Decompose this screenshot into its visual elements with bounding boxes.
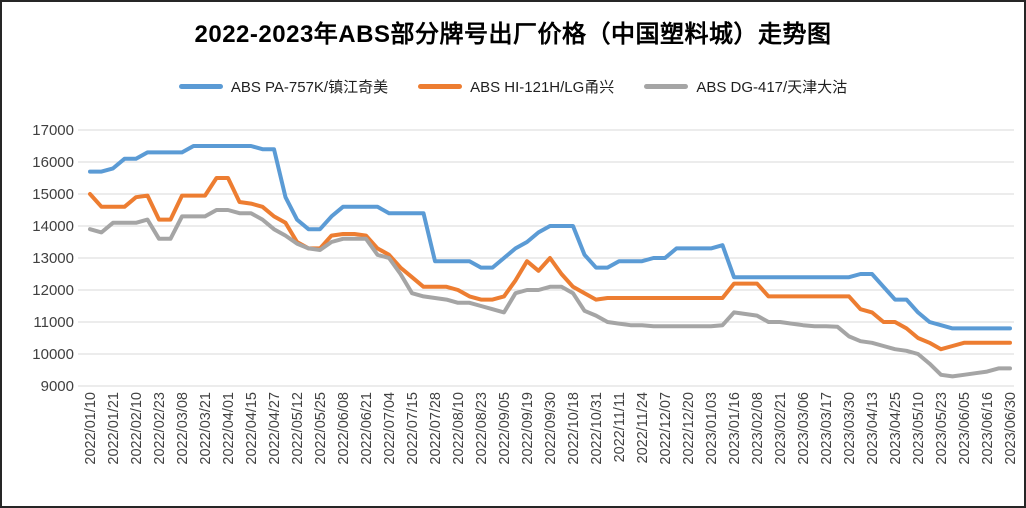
x-axis-tick-label: 2022/07/15 bbox=[405, 392, 421, 465]
legend-line-swatch-orange bbox=[418, 84, 463, 89]
x-axis-tick-label: 2023/03/06 bbox=[796, 392, 812, 465]
legend-label: ABS DG-417/天津大沽 bbox=[696, 79, 848, 96]
x-axis-tick-label: 2022/06/21 bbox=[359, 392, 375, 465]
x-axis-tick-label: 2023/05/10 bbox=[911, 392, 927, 465]
y-axis-tick-label: 10000 bbox=[32, 346, 74, 363]
y-axis-tick-label: 9000 bbox=[41, 378, 74, 395]
x-axis-tick-label: 2022/04/01 bbox=[221, 392, 237, 465]
x-axis-tick-label: 2022/02/10 bbox=[129, 392, 145, 465]
y-axis-tick-label: 12000 bbox=[32, 282, 74, 299]
x-axis-tick-label: 2023/06/05 bbox=[957, 392, 973, 465]
series-line-1 bbox=[88, 176, 1012, 352]
chart-title: 2022-2023年ABS部分牌号出厂价格（中国塑料城）走势图 bbox=[194, 21, 832, 48]
x-axis-tick-label: 2023/01/03 bbox=[704, 392, 720, 465]
x-axis-labels: 2022/01/10 2022/01/21 2022/02/10 2022/02/23… bbox=[83, 392, 1019, 465]
x-axis-tick-label: 2023/04/13 bbox=[865, 392, 881, 465]
x-axis-tick-label: 2023/06/30 bbox=[1003, 392, 1019, 465]
x-axis-tick-label: 2022/11/11 bbox=[612, 392, 628, 462]
x-axis-tick-label: 2022/10/31 bbox=[589, 392, 605, 465]
y-axis-tick-label: 16000 bbox=[32, 154, 74, 171]
legend-label: ABS HI-121H/LG甬兴 bbox=[470, 79, 615, 96]
x-axis-tick-label: 2023/05/23 bbox=[934, 392, 950, 465]
legend-item-dg417: ABS DG-417/天津大沽 bbox=[644, 76, 847, 97]
x-axis-tick-label: 2023/04/25 bbox=[888, 392, 904, 465]
x-axis-tick-label: 2022/09/05 bbox=[497, 392, 513, 465]
x-axis-tick-label: 2022/12/07 bbox=[658, 392, 674, 465]
series-lines bbox=[88, 144, 1012, 379]
x-axis-tick-label: 2022/07/28 bbox=[428, 392, 444, 465]
x-axis-tick-label: 2022/05/25 bbox=[313, 392, 329, 465]
x-axis-tick-label: 2022/08/23 bbox=[474, 392, 490, 465]
x-axis-tick-label: 2023/06/16 bbox=[980, 392, 996, 465]
x-axis-tick-label: 2022/12/20 bbox=[681, 392, 697, 465]
x-axis-tick-label: 2023/03/17 bbox=[819, 392, 835, 465]
gridlines bbox=[78, 129, 1014, 387]
legend-label: ABS PA-757K/镇江奇美 bbox=[230, 79, 389, 96]
y-axis-tick-label: 14000 bbox=[32, 218, 74, 235]
x-axis-tick-label: 2022/01/21 bbox=[106, 392, 122, 465]
y-axis-tick-label: 11000 bbox=[33, 314, 74, 331]
x-axis-tick-label: 2022/04/15 bbox=[244, 392, 260, 465]
chart-legend: ABS PA-757K/镇江奇美 ABS HI-121H/LG甬兴 ABS DG… bbox=[2, 76, 1024, 97]
x-axis-tick-label: 2022/10/18 bbox=[566, 392, 582, 465]
series-line-2 bbox=[88, 208, 1012, 379]
legend-item-pa757k: ABS PA-757K/镇江奇美 bbox=[178, 76, 389, 97]
x-axis-tick-label: 2022/01/10 bbox=[83, 392, 99, 465]
x-axis-tick-label: 2022/08/10 bbox=[451, 392, 467, 465]
x-axis-tick-label: 2022/03/08 bbox=[175, 392, 191, 465]
x-axis-tick-label: 2022/05/12 bbox=[290, 392, 306, 465]
x-axis-tick-label: 2022/11/24 bbox=[635, 392, 651, 464]
x-axis-tick-label: 2022/03/21 bbox=[198, 392, 214, 465]
x-axis-tick-label: 2022/02/23 bbox=[152, 392, 168, 465]
legend-line-swatch-gray bbox=[644, 84, 689, 89]
x-axis-tick-label: 2022/09/30 bbox=[543, 392, 559, 465]
x-axis-tick-label: 2023/02/21 bbox=[773, 392, 789, 465]
y-axis-tick-label: 17000 bbox=[32, 122, 74, 139]
y-axis-tick-label: 13000 bbox=[32, 250, 74, 267]
y-axis-labels: 17000 16000 15000 14000 13000 12000 11000 10000… bbox=[32, 122, 74, 395]
y-axis-tick-label: 15000 bbox=[32, 186, 74, 203]
x-axis-tick-label: 2023/03/30 bbox=[842, 392, 858, 465]
series-line-0 bbox=[88, 144, 1012, 331]
x-axis-tick-label: 2023/01/16 bbox=[727, 392, 743, 465]
legend-line-swatch-blue bbox=[178, 84, 223, 89]
x-axis-tick-label: 2023/02/08 bbox=[750, 392, 766, 465]
x-axis-tick-label: 2022/09/19 bbox=[520, 392, 536, 465]
legend-item-hi121h: ABS HI-121H/LG甬兴 bbox=[418, 76, 614, 97]
x-axis-tick-label: 2022/07/04 bbox=[382, 392, 398, 465]
x-axis-tick-label: 2022/04/27 bbox=[267, 392, 283, 465]
x-axis-tick-label: 2022/06/08 bbox=[336, 392, 352, 465]
